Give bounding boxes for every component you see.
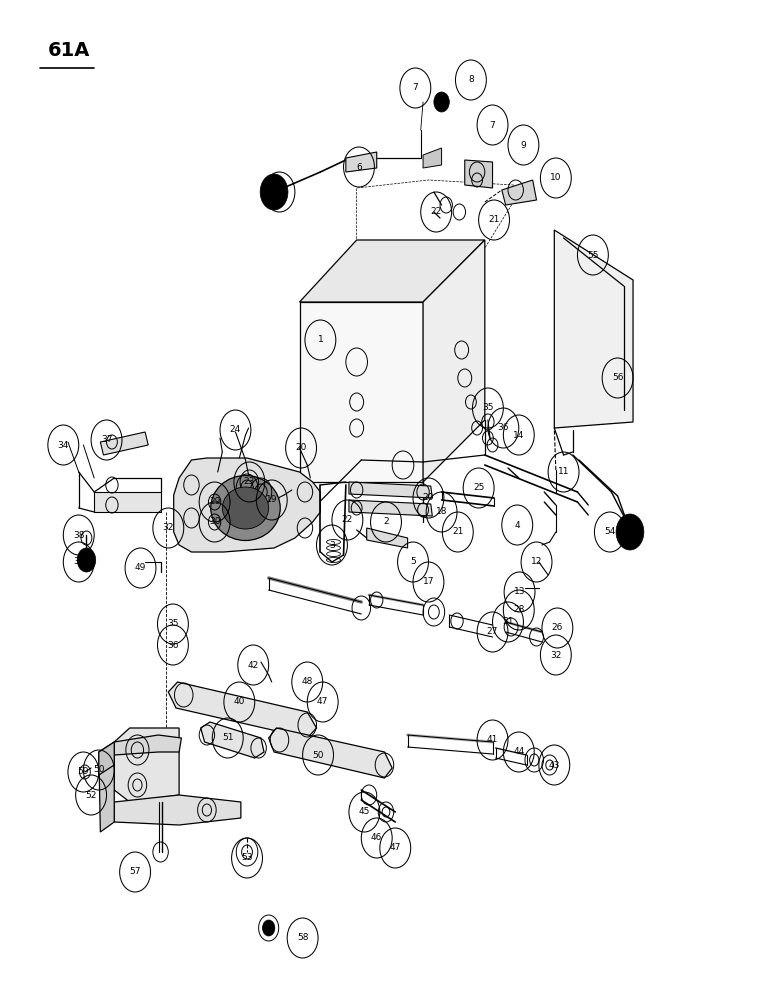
Text: 14: 14	[513, 430, 524, 440]
Text: 35: 35	[482, 403, 493, 412]
Text: 19: 19	[266, 495, 277, 504]
Circle shape	[77, 548, 96, 572]
Text: 24: 24	[230, 426, 241, 434]
Polygon shape	[99, 742, 114, 775]
Polygon shape	[465, 160, 493, 188]
Text: 8: 8	[468, 76, 474, 85]
Polygon shape	[100, 432, 148, 455]
Ellipse shape	[211, 476, 280, 540]
Text: 6: 6	[356, 162, 362, 172]
Polygon shape	[423, 148, 442, 168]
Circle shape	[260, 174, 288, 210]
Text: 39: 39	[73, 558, 84, 566]
Text: 22: 22	[431, 208, 442, 217]
Text: 56: 56	[612, 373, 623, 382]
Text: 9: 9	[520, 140, 527, 149]
Polygon shape	[201, 722, 264, 758]
Text: 23: 23	[244, 478, 255, 487]
Ellipse shape	[222, 487, 269, 529]
Text: 13: 13	[514, 587, 525, 596]
Text: 32: 32	[550, 650, 561, 660]
Text: 27: 27	[487, 628, 498, 637]
Text: 5: 5	[410, 558, 416, 566]
Text: 54: 54	[604, 528, 615, 536]
Polygon shape	[114, 795, 241, 825]
Text: 57: 57	[130, 867, 141, 876]
Text: 36: 36	[498, 424, 509, 432]
Text: 48: 48	[302, 678, 313, 686]
Text: 7: 7	[489, 120, 496, 129]
Text: 20: 20	[423, 493, 434, 502]
Text: 17: 17	[423, 578, 434, 586]
Text: 25: 25	[473, 484, 484, 492]
Circle shape	[616, 514, 644, 550]
Text: 50: 50	[313, 750, 323, 760]
Text: 52: 52	[86, 790, 96, 800]
Text: 26: 26	[552, 624, 563, 633]
Text: 54: 54	[274, 188, 285, 196]
Text: 43: 43	[549, 760, 560, 770]
Polygon shape	[269, 728, 392, 778]
Polygon shape	[300, 240, 485, 302]
Polygon shape	[99, 742, 114, 832]
Text: 35: 35	[168, 619, 178, 629]
Text: 10: 10	[550, 174, 561, 182]
Text: 37: 37	[101, 436, 112, 444]
Text: 47: 47	[390, 844, 401, 852]
Circle shape	[262, 920, 275, 936]
Text: 38: 38	[73, 530, 84, 540]
Text: 47: 47	[317, 698, 328, 706]
Text: 46: 46	[371, 834, 382, 842]
Polygon shape	[114, 728, 179, 802]
Polygon shape	[349, 482, 432, 498]
Text: 49: 49	[135, 564, 146, 572]
Text: 45: 45	[359, 808, 370, 816]
Polygon shape	[174, 458, 320, 552]
Circle shape	[434, 92, 449, 112]
Text: 3: 3	[329, 540, 335, 550]
Text: 36: 36	[168, 641, 178, 650]
Text: 34: 34	[58, 440, 69, 450]
Text: 50: 50	[93, 766, 104, 774]
Polygon shape	[502, 180, 537, 205]
Polygon shape	[168, 682, 317, 738]
Text: 4: 4	[514, 520, 520, 530]
Polygon shape	[423, 240, 485, 482]
Text: 22: 22	[342, 516, 353, 524]
Text: 53: 53	[242, 854, 252, 862]
Text: 42: 42	[248, 660, 259, 670]
Text: 1: 1	[317, 336, 323, 344]
Text: 30: 30	[209, 518, 220, 526]
Text: 28: 28	[513, 605, 524, 614]
Text: 31: 31	[503, 617, 513, 626]
Text: 32: 32	[163, 524, 174, 532]
Text: 61A: 61A	[48, 41, 90, 60]
Text: 21: 21	[452, 528, 463, 536]
Text: 40: 40	[234, 698, 245, 706]
Text: 41: 41	[487, 736, 498, 744]
Polygon shape	[300, 302, 423, 482]
Polygon shape	[114, 735, 181, 755]
Text: 58: 58	[297, 934, 308, 942]
Text: 7: 7	[412, 84, 418, 93]
Text: 59: 59	[78, 768, 89, 776]
Text: 51: 51	[222, 734, 233, 742]
Text: 44: 44	[513, 748, 524, 756]
Text: 20: 20	[296, 444, 306, 452]
Text: 2: 2	[383, 518, 389, 526]
Polygon shape	[554, 230, 633, 428]
Polygon shape	[94, 492, 161, 512]
Text: 29: 29	[209, 497, 220, 506]
Polygon shape	[349, 500, 432, 516]
Text: 55: 55	[587, 250, 598, 259]
Polygon shape	[367, 528, 408, 548]
Text: 12: 12	[531, 558, 542, 566]
Text: 11: 11	[558, 468, 569, 477]
Polygon shape	[346, 152, 377, 172]
Text: 21: 21	[489, 216, 499, 225]
Text: 18: 18	[436, 508, 447, 516]
